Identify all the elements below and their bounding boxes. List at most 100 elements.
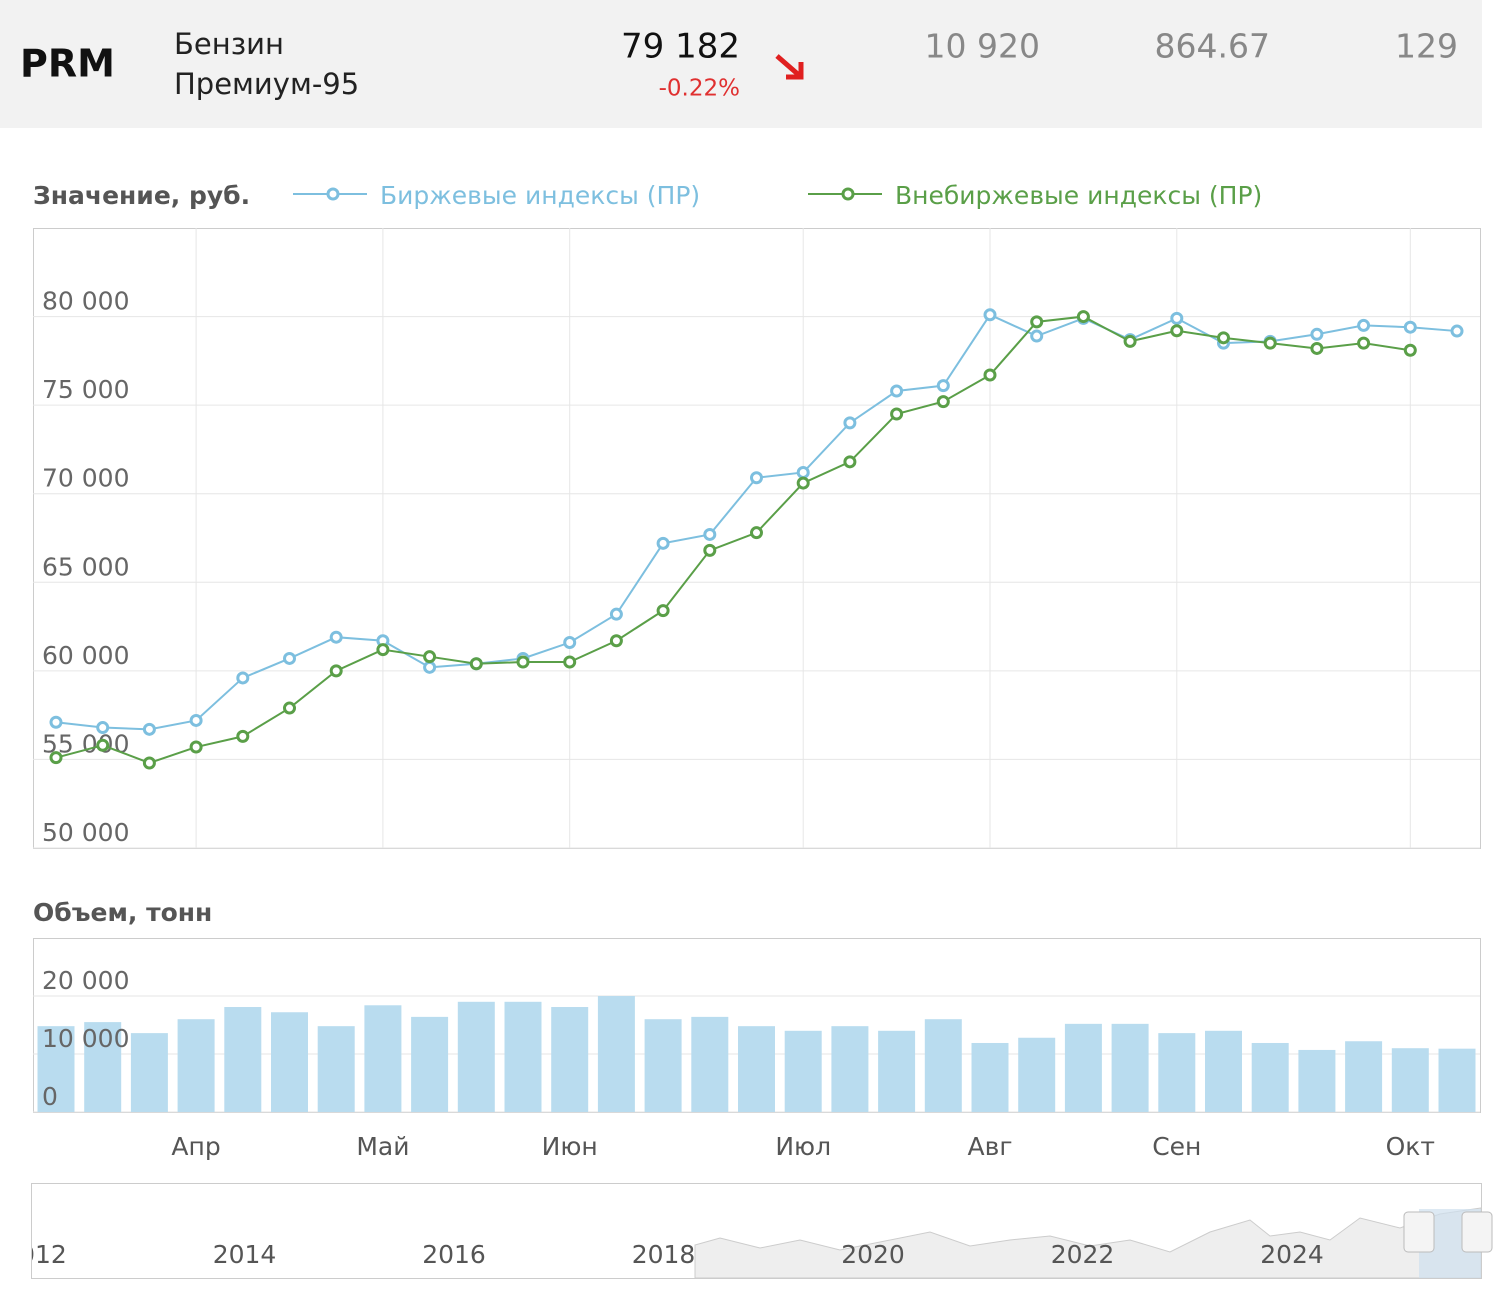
point-marker <box>1403 343 1417 357</box>
point-marker <box>189 740 203 754</box>
x-tick-label: Июл <box>775 1132 831 1161</box>
bar <box>1064 1023 1102 1112</box>
navigator-handle[interactable] <box>1461 1211 1493 1253</box>
point-marker <box>609 607 623 621</box>
point-marker <box>142 722 156 736</box>
y-tick-label: 65 000 <box>42 552 129 581</box>
bar <box>84 1022 122 1112</box>
price: 79 182 <box>621 27 740 67</box>
point-marker <box>1357 336 1371 350</box>
navigator-label: 2024 <box>1260 1240 1324 1269</box>
bar <box>1018 1037 1056 1112</box>
x-tick-label: Авг <box>968 1132 1013 1161</box>
bar <box>878 1030 916 1112</box>
bar <box>924 1019 962 1112</box>
bar <box>1391 1048 1429 1112</box>
bar <box>1298 1049 1336 1112</box>
navigator-label: 2022 <box>1051 1240 1115 1269</box>
point-marker <box>236 729 250 743</box>
y-tick-label: 0 <box>42 1082 58 1111</box>
x-tick-label: Апр <box>171 1132 220 1161</box>
point-marker <box>983 308 997 322</box>
point-marker <box>96 721 110 735</box>
point-marker <box>329 630 343 644</box>
navigator-handle[interactable] <box>1403 1211 1435 1253</box>
bar <box>738 1026 775 1112</box>
navigator-label: 2020 <box>841 1240 905 1269</box>
point-marker <box>936 395 950 409</box>
point-marker <box>890 384 904 398</box>
point-marker <box>750 526 763 540</box>
bar <box>597 996 635 1112</box>
point-marker <box>1170 324 1184 338</box>
point-marker <box>1123 334 1137 348</box>
point-marker <box>189 713 203 727</box>
point-marker <box>1030 315 1044 329</box>
ticker: PRM <box>20 42 115 86</box>
bar <box>457 1001 495 1112</box>
bar <box>224 1007 262 1112</box>
down-arrow <box>775 54 804 80</box>
legend-label[interactable]: Внебиржевые индексы (ПР) <box>895 181 1262 210</box>
point-marker <box>49 751 63 765</box>
point-marker <box>1403 320 1417 334</box>
bar <box>1111 1023 1149 1112</box>
volume: 10 920 <box>925 27 1040 66</box>
bar <box>271 1012 308 1112</box>
series-line <box>55 315 1411 765</box>
point-marker <box>96 738 110 752</box>
bar <box>691 1016 729 1112</box>
point-marker <box>1263 336 1277 350</box>
point-marker <box>843 455 857 469</box>
point-marker <box>1450 324 1464 338</box>
value: 864.67 <box>1155 27 1270 66</box>
point-marker <box>563 636 577 650</box>
point-marker <box>656 536 670 550</box>
point-marker <box>750 471 763 485</box>
bar <box>644 1019 682 1112</box>
bar <box>177 1019 215 1112</box>
navigator-label: 2014 <box>213 1240 277 1269</box>
y-tick-label: 80 000 <box>42 287 129 316</box>
bar <box>317 1026 355 1112</box>
point-marker <box>142 756 156 770</box>
point-marker <box>283 651 296 665</box>
point-marker <box>609 634 623 648</box>
bar <box>971 1042 1009 1112</box>
point-marker <box>703 527 717 541</box>
point-marker <box>423 660 437 674</box>
bar <box>1158 1033 1196 1112</box>
bar <box>1205 1030 1242 1112</box>
point-marker <box>1310 327 1324 341</box>
y-axis-title: Значение, руб. <box>33 181 250 210</box>
bar <box>551 1007 589 1112</box>
point-marker <box>703 543 717 557</box>
y-tick-label: 10 000 <box>42 1024 129 1053</box>
bar <box>1438 1048 1476 1112</box>
x-tick-label: Май <box>356 1132 409 1161</box>
navigator-label: 2016 <box>422 1240 486 1269</box>
point-marker <box>563 655 577 669</box>
point-marker <box>329 664 343 678</box>
bar <box>1345 1041 1383 1112</box>
point-marker <box>236 671 250 685</box>
point-marker <box>843 416 857 430</box>
bar <box>784 1030 822 1112</box>
point-marker <box>796 476 810 490</box>
name-line: Премиум-95 <box>174 67 359 101</box>
bar <box>504 1001 542 1112</box>
y-tick-label: 20 000 <box>42 966 129 995</box>
legend-label[interactable]: Биржевые индексы (ПР) <box>380 181 700 210</box>
x-tick-label: Июн <box>542 1132 598 1161</box>
navigator-label: 2012 <box>3 1240 67 1269</box>
point-marker <box>656 604 670 618</box>
point-marker <box>423 650 437 664</box>
bar <box>364 1005 402 1112</box>
bar <box>831 1026 869 1112</box>
navigator-labels: 2012 2014 2016 2018 2020 2022 2024 <box>3 1240 1324 1269</box>
point-marker <box>376 643 390 657</box>
bar <box>411 1016 449 1112</box>
y-axis-title: Объем, тонн <box>33 898 212 927</box>
